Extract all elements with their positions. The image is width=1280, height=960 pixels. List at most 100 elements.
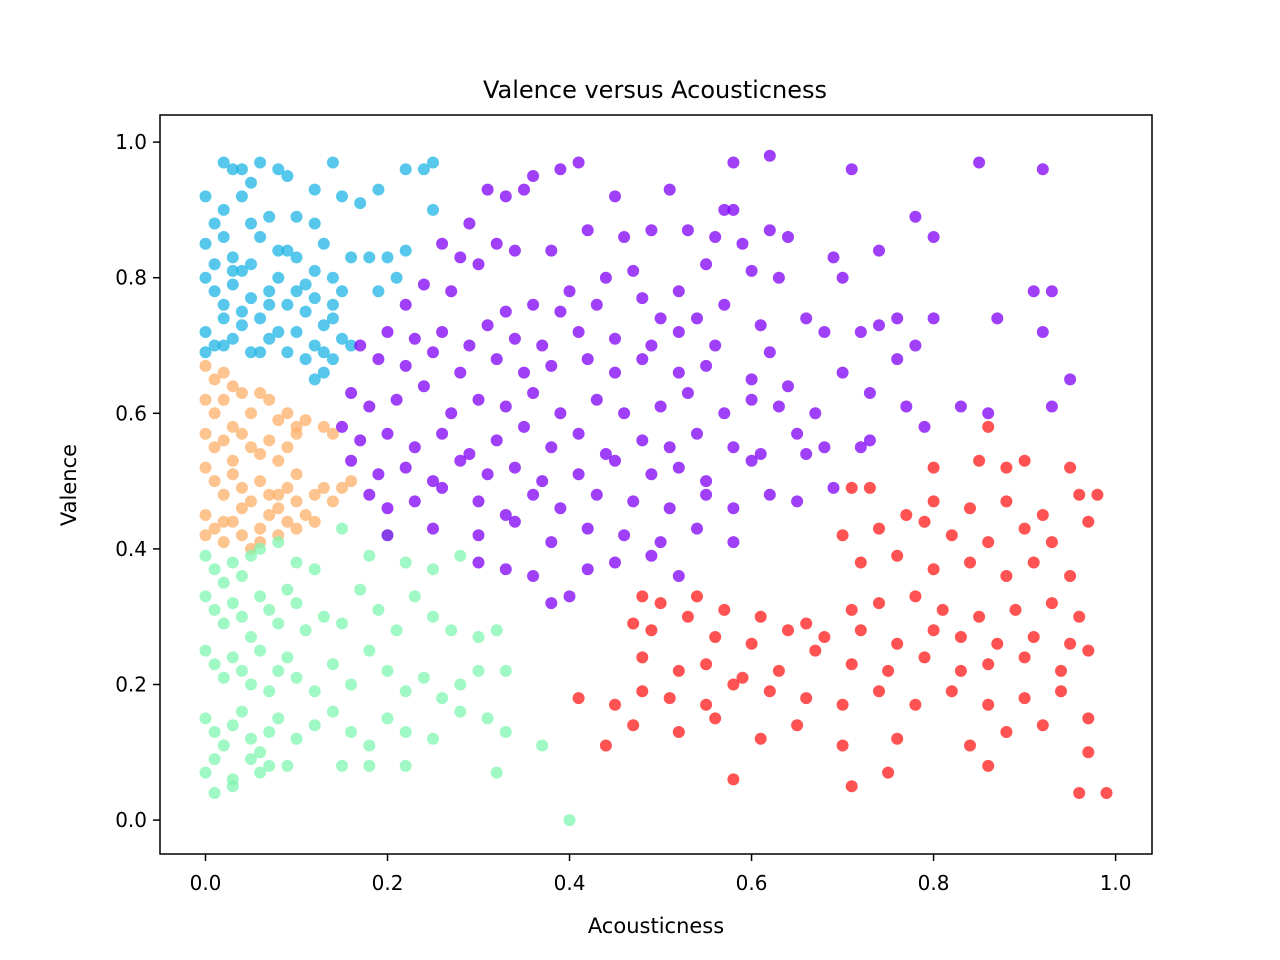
- scatter-point: [235, 190, 248, 203]
- scatter-point: [982, 759, 995, 772]
- scatter-point: [235, 264, 248, 277]
- y-tick-label: 0.6: [115, 401, 147, 425]
- scatter-point: [436, 692, 449, 705]
- scatter-point: [1018, 692, 1031, 705]
- scatter-point: [645, 468, 658, 481]
- scatter-point: [609, 366, 621, 379]
- scatter-point: [317, 481, 330, 494]
- scatter-point: [982, 536, 995, 549]
- scatter-point: [973, 454, 986, 467]
- scatter-point: [472, 664, 485, 677]
- scatter-point: [336, 617, 348, 630]
- scatter-point: [590, 488, 603, 501]
- scatter-point: [581, 522, 594, 535]
- scatter-point: [709, 231, 722, 243]
- scatter-point: [954, 631, 967, 643]
- scatter-point: [1027, 631, 1040, 643]
- scatter-point: [445, 407, 458, 420]
- scatter-point: [226, 651, 239, 664]
- scatter-point: [308, 515, 321, 528]
- scatter-point: [245, 732, 257, 745]
- scatter-point: [217, 312, 230, 325]
- scatter-point: [445, 624, 458, 637]
- scatter-point: [572, 692, 585, 705]
- scatter-point: [1036, 719, 1049, 732]
- scatter-point: [245, 678, 257, 691]
- scatter-point: [982, 420, 995, 433]
- scatter-point: [1027, 556, 1040, 569]
- scatter-point: [927, 461, 940, 474]
- scatter-point: [527, 298, 540, 311]
- scatter-point: [235, 610, 248, 623]
- scatter-point: [463, 339, 476, 352]
- scatter-point: [581, 224, 594, 237]
- scatter-point: [427, 732, 439, 745]
- scatter-point: [326, 427, 339, 440]
- scatter-point: [754, 732, 767, 745]
- y-axis-ticks: 0.0 0.2 0.4 0.6 0.8 1.0: [115, 130, 160, 832]
- scatter-point: [390, 393, 403, 406]
- scatter-point: [554, 163, 567, 176]
- scatter-point: [900, 509, 913, 521]
- x-tick-label: 0.6: [736, 871, 768, 895]
- scatter-point: [245, 407, 257, 420]
- scatter-point: [909, 210, 922, 223]
- scatter-point: [590, 393, 603, 406]
- scatter-point: [226, 278, 239, 291]
- scatter-point: [927, 624, 940, 637]
- scatter-point: [827, 251, 840, 264]
- scatter-point: [235, 529, 248, 542]
- scatter-point: [599, 271, 612, 284]
- scatter-point: [427, 610, 439, 623]
- scatter-point: [936, 603, 949, 616]
- scatter-point: [272, 271, 285, 284]
- scatter-point: [599, 448, 612, 460]
- scatter-point: [290, 285, 303, 298]
- scatter-point: [727, 156, 740, 169]
- scatter-point: [836, 271, 849, 284]
- scatter-point: [854, 326, 867, 338]
- scatter-point: [208, 658, 221, 671]
- scatter-point: [372, 183, 385, 196]
- scatter-point: [372, 285, 385, 298]
- scatter-point: [672, 326, 685, 338]
- scatter-point: [308, 685, 321, 698]
- scatter-point: [499, 664, 512, 677]
- scatter-point: [499, 726, 512, 738]
- scatter-point: [354, 339, 367, 352]
- scatter-point: [208, 787, 221, 799]
- scatter-point: [745, 454, 758, 467]
- scatter-point: [836, 739, 849, 752]
- scatter-point: [217, 366, 230, 379]
- scatter-point: [845, 481, 858, 494]
- scatter-point: [417, 671, 430, 684]
- scatter-point: [745, 393, 758, 406]
- scatter-point: [754, 319, 767, 332]
- scatter-point: [636, 292, 649, 305]
- scatter-point: [235, 705, 248, 718]
- scatter-point: [399, 461, 412, 474]
- scatter-point: [372, 468, 385, 481]
- scatter-point: [845, 603, 858, 616]
- scatter-point: [982, 698, 995, 711]
- scatter-point: [508, 515, 521, 528]
- scatter-point: [208, 475, 221, 488]
- scatter-point: [527, 170, 540, 182]
- scatter-point: [199, 766, 212, 779]
- scatter-point: [1000, 495, 1013, 508]
- scatter-point: [836, 366, 849, 379]
- scatter-point: [226, 780, 239, 793]
- scatter-point: [345, 339, 358, 352]
- scatter-point: [217, 488, 230, 501]
- scatter-point: [954, 400, 967, 413]
- scatter-point: [636, 685, 649, 698]
- scatter-point: [927, 312, 940, 325]
- scatter-point: [399, 759, 412, 772]
- scatter-point: [654, 597, 667, 610]
- scatter-point: [1036, 163, 1049, 176]
- scatter-point: [245, 549, 257, 562]
- scatter-point: [326, 495, 339, 508]
- scatter-point: [800, 692, 813, 705]
- scatter-point: [1064, 637, 1077, 650]
- scatter-point: [700, 698, 713, 711]
